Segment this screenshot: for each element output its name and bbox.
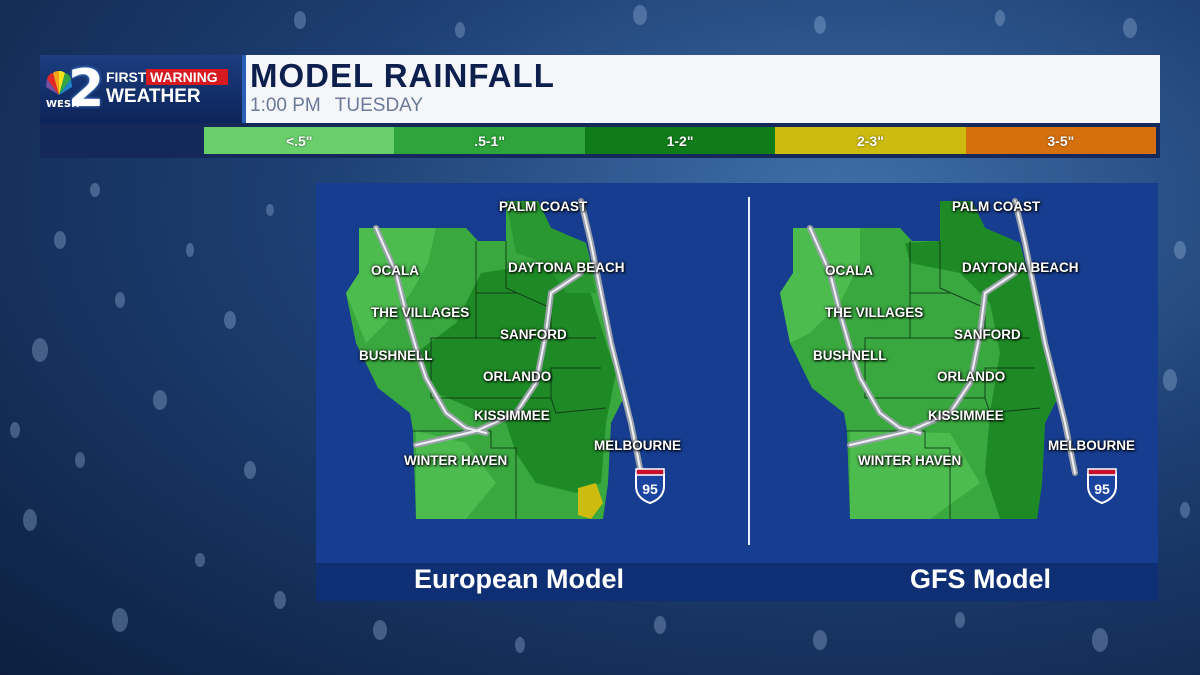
rain-zone-heavy: [416, 263, 616, 493]
legend-item: .5-1": [394, 127, 585, 154]
european-map: PALM COAST DAYTONA BEACH OCALA THE VILLA…: [316, 183, 748, 563]
time-label: 1:00 PM: [250, 95, 321, 116]
city-label: ORLANDO: [937, 369, 1006, 384]
header-banner: 2 WESH FIRST WARNING WEATHER MODEL RAINF…: [40, 55, 1160, 158]
rain-zone-2-3in: [578, 483, 603, 519]
city-label: THE VILLAGES: [825, 305, 924, 320]
interstate-shield-icon: 95: [1087, 468, 1117, 504]
panel-divider: [748, 197, 750, 545]
station-number: 2: [68, 59, 104, 119]
city-label: MELBOURNE: [594, 438, 681, 453]
peacock-icon: [46, 70, 72, 95]
county-lines: [847, 241, 1041, 519]
model-label-bar: [316, 563, 1158, 601]
legend-item: 1-2": [584, 127, 776, 154]
rain-zone-light: [850, 431, 980, 519]
legend-item: 3-5": [965, 127, 1157, 154]
gfs-map: PALM COAST DAYTONA BEACH OCALA THE VILLA…: [750, 183, 1158, 563]
map-panel: PALM COAST DAYTONA BEACH OCALA THE VILLA…: [316, 183, 1158, 601]
rain-zone-medium: [506, 201, 596, 293]
city-label: SANFORD: [954, 327, 1021, 342]
city-label: DAYTONA BEACH: [508, 260, 625, 275]
page-title: MODEL RAINFALL: [250, 57, 555, 94]
rain-zone-light: [416, 431, 496, 519]
interstate-number: 95: [1094, 481, 1110, 497]
city-label: MELBOURNE: [1048, 438, 1135, 453]
city-label: THE VILLAGES: [371, 305, 470, 320]
rain-zone-light: [780, 228, 860, 343]
european-model-label: European Model: [414, 564, 625, 594]
city-label: WINTER HAVEN: [858, 453, 962, 468]
station-logo: 2 WESH FIRST WARNING WEATHER: [40, 55, 246, 123]
station-call-letters: WESH: [46, 99, 80, 110]
day-label: TUESDAY: [334, 95, 424, 116]
city-label: OCALA: [825, 263, 873, 278]
city-label: ORLANDO: [483, 369, 552, 384]
city-label: BUSHNELL: [359, 348, 433, 363]
city-label: KISSIMMEE: [928, 408, 1004, 423]
forecast-time: 1:00 PM TUESDAY: [250, 95, 437, 117]
interstate-number: 95: [642, 481, 658, 497]
city-label: DAYTONA BEACH: [962, 260, 1079, 275]
city-label: PALM COAST: [952, 199, 1041, 214]
interstate-shield-icon: 95: [635, 468, 665, 504]
city-label: SANFORD: [500, 327, 567, 342]
city-label: PALM COAST: [499, 199, 588, 214]
county-lines: [413, 241, 607, 519]
city-label: OCALA: [371, 263, 419, 278]
rain-zone-light: [346, 228, 436, 343]
european-rainfall-map: [346, 198, 644, 519]
brand-first: FIRST: [106, 69, 147, 85]
gfs-rainfall-map: [780, 198, 1078, 519]
gfs-model-label: GFS Model: [910, 564, 1051, 594]
rain-zone-heavy: [905, 201, 1070, 519]
legend-item: 2-3": [775, 127, 966, 154]
rainfall-legend: <.5" .5-1" 1-2" 2-3" 3-5": [204, 127, 1157, 154]
city-label: KISSIMMEE: [474, 408, 550, 423]
city-label: BUSHNELL: [813, 348, 887, 363]
city-label: WINTER HAVEN: [404, 453, 508, 468]
brand-weather: WEATHER: [106, 86, 201, 107]
legend-item: <.5": [204, 127, 395, 154]
brand-warning: WARNING: [146, 69, 228, 85]
